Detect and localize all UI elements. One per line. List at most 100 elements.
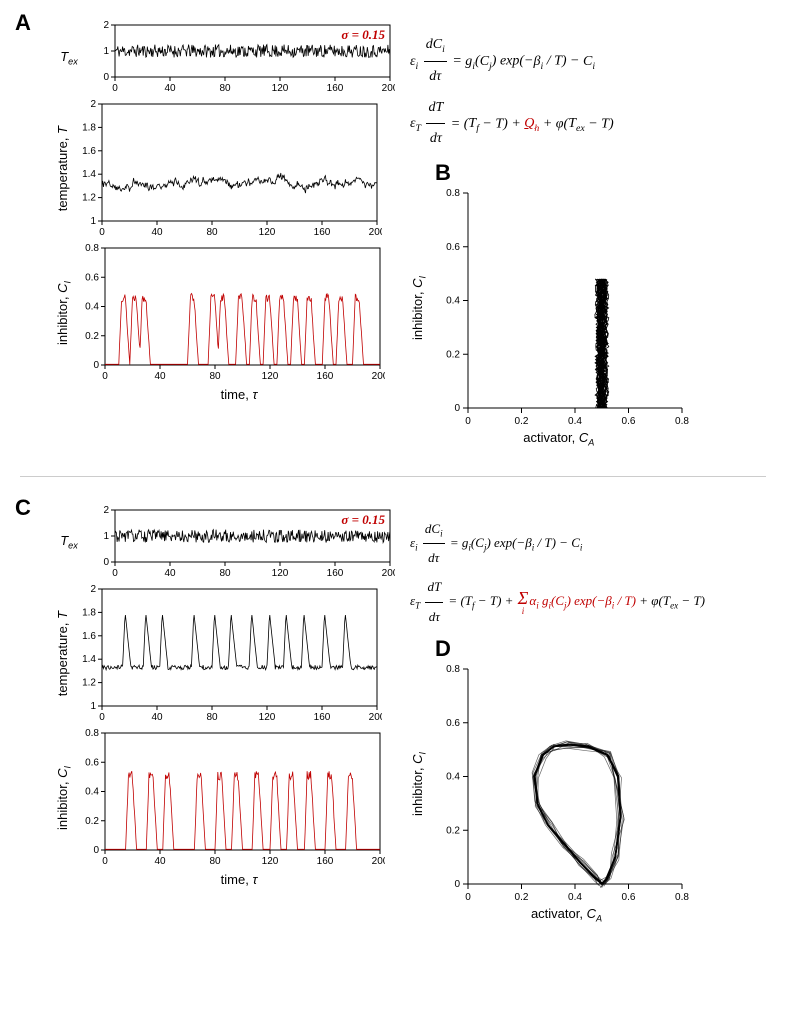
chart-B: inhibitor, CI 00.20.40.60.800.20.40.60.8	[410, 185, 690, 430]
svg-text:0.2: 0.2	[446, 825, 460, 836]
chart-C-T: temperature, T 0408012016020011.21.41.61…	[55, 584, 395, 724]
eq-A2: εT dTdτ = (Tf − T) + Qh + φ(Tex − T)	[410, 93, 690, 156]
svg-text:0.2: 0.2	[85, 331, 99, 342]
eq-C2: εT dTdτ = (Tf − T) + Σiαi gi(Cj) exp(−βi…	[410, 573, 705, 631]
ylabel-C-CI: inhibitor, CI	[55, 766, 73, 830]
plot-D-phase: 00.20.40.60.800.20.40.60.8	[430, 661, 690, 906]
svg-text:2: 2	[90, 584, 96, 595]
ylabel-A-T: temperature, T	[55, 126, 70, 211]
svg-text:160: 160	[316, 371, 333, 382]
svg-text:40: 40	[164, 568, 176, 579]
svg-text:40: 40	[164, 83, 176, 94]
svg-text:160: 160	[314, 712, 331, 723]
panel-B-wrap: B inhibitor, CI 00.20.40.60.800.20.40.60…	[410, 165, 690, 448]
svg-text:200: 200	[369, 227, 382, 238]
eq-C1: εi dCidτ = gi(Cj) exp(−βi / T) − Ci	[410, 515, 705, 573]
svg-text:200: 200	[371, 856, 384, 867]
panel-C-right: εi dCidτ = gi(Cj) exp(−βi / T) − Ci εT d…	[410, 505, 705, 924]
svg-text:80: 80	[219, 568, 231, 579]
svg-text:0: 0	[93, 845, 99, 856]
svg-text:0.8: 0.8	[446, 664, 460, 675]
svg-text:1: 1	[90, 701, 96, 712]
svg-text:80: 80	[219, 83, 231, 94]
svg-text:40: 40	[154, 371, 166, 382]
svg-text:0.4: 0.4	[85, 302, 99, 313]
panel-label-A: A	[15, 10, 31, 36]
plot-A-T: 0 40 80 120 160 200 1 1.2 1.4 1.6 1.8 2	[72, 99, 382, 239]
eq-A1: εi dCidτ = gi(Cj) exp(−βi / T) − Ci	[410, 30, 690, 93]
svg-text:σ = 0.15: σ = 0.15	[341, 27, 385, 42]
svg-text:1: 1	[103, 531, 109, 542]
panel-label-B: B	[435, 160, 451, 186]
svg-text:0: 0	[102, 371, 108, 382]
svg-text:40: 40	[151, 712, 163, 723]
svg-text:0.8: 0.8	[85, 728, 99, 739]
svg-text:80: 80	[209, 856, 221, 867]
svg-text:0.8: 0.8	[675, 416, 689, 427]
svg-text:0.8: 0.8	[446, 188, 460, 199]
svg-text:0.6: 0.6	[85, 757, 99, 768]
svg-text:80: 80	[206, 712, 218, 723]
svg-text:120: 120	[261, 856, 278, 867]
chart-C-CI: inhibitor, CI 0408012016020000.20.40.60.…	[55, 728, 395, 868]
svg-text:1.2: 1.2	[82, 677, 96, 688]
svg-text:0.4: 0.4	[446, 296, 460, 307]
equations-C: εi dCidτ = gi(Cj) exp(−βi / T) − Ci εT d…	[410, 515, 705, 631]
chart-D: inhibitor, CI 00.20.40.60.800.20.40.60.8	[410, 661, 705, 906]
svg-text:0.4: 0.4	[568, 416, 582, 427]
svg-text:120: 120	[261, 371, 278, 382]
svg-text:1.6: 1.6	[82, 146, 96, 157]
panel-label-C: C	[15, 495, 31, 521]
chart-A-CI: inhibitor, CI 0408012016020000.20.40.60.…	[55, 243, 395, 383]
xlabel-C: time, τ	[83, 872, 395, 887]
svg-text:σ = 0.15: σ = 0.15	[341, 512, 385, 527]
svg-text:40: 40	[154, 856, 166, 867]
chart-C-Tex: Tex 04080120160200012σ = 0.15	[55, 505, 395, 580]
svg-text:120: 120	[272, 568, 289, 579]
svg-text:2: 2	[90, 99, 96, 110]
ylabel-A-Tex: Tex	[55, 49, 83, 67]
svg-text:0: 0	[465, 416, 471, 427]
svg-text:40: 40	[151, 227, 163, 238]
svg-text:0.8: 0.8	[675, 892, 689, 903]
svg-text:0.6: 0.6	[85, 272, 99, 283]
svg-text:1.8: 1.8	[82, 122, 96, 133]
ylabel-D: inhibitor, CI	[410, 752, 428, 816]
plot-A-Tex: 04080120160200012σ = 0.15	[85, 20, 395, 95]
svg-text:0: 0	[103, 557, 109, 568]
svg-text:1: 1	[90, 216, 96, 227]
svg-text:160: 160	[327, 568, 344, 579]
svg-text:0.6: 0.6	[621, 416, 635, 427]
panel-A-right: εi dCidτ = gi(Cj) exp(−βi / T) − Ci εT d…	[410, 20, 690, 448]
svg-text:1.2: 1.2	[82, 193, 96, 204]
divider	[20, 476, 766, 477]
svg-text:200: 200	[382, 83, 395, 94]
panel-C-charts: Tex 04080120160200012σ = 0.15 temperatur…	[55, 505, 395, 887]
svg-text:0: 0	[99, 227, 105, 238]
svg-text:0: 0	[103, 72, 109, 83]
svg-text:120: 120	[272, 83, 289, 94]
svg-text:1.4: 1.4	[82, 654, 96, 665]
svg-text:160: 160	[314, 227, 331, 238]
plot-B-phase: 00.20.40.60.800.20.40.60.8	[430, 185, 690, 430]
svg-text:0.4: 0.4	[446, 772, 460, 783]
row-CD: C Tex 04080120160200012σ = 0.15 temperat…	[20, 505, 766, 924]
svg-text:0: 0	[112, 83, 118, 94]
svg-text:160: 160	[327, 83, 344, 94]
svg-text:0: 0	[465, 892, 471, 903]
svg-text:200: 200	[382, 568, 395, 579]
svg-text:1.6: 1.6	[82, 631, 96, 642]
svg-text:0: 0	[93, 360, 99, 371]
svg-text:0.2: 0.2	[85, 816, 99, 827]
svg-text:0: 0	[454, 403, 460, 414]
svg-text:80: 80	[206, 227, 218, 238]
chart-A-T: temperature, T 0 40 80 120 160 200 1 1.2 1.4 1.6 1…	[55, 99, 395, 239]
xlabel-D: activator, CA	[428, 906, 705, 924]
plot-C-T: 0408012016020011.21.41.61.82	[72, 584, 382, 724]
svg-text:1.4: 1.4	[82, 169, 96, 180]
ylabel-A-CI: inhibitor, CI	[55, 281, 73, 345]
plot-A-CI: 0408012016020000.20.40.60.8	[75, 243, 385, 383]
ylabel-C-Tex: Tex	[55, 533, 83, 551]
svg-text:120: 120	[259, 227, 276, 238]
svg-text:0: 0	[112, 568, 118, 579]
